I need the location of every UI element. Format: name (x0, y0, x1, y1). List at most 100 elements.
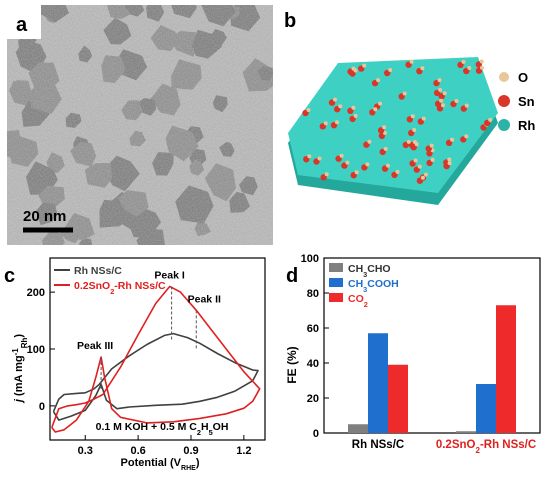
fe-legend-swatch (329, 263, 343, 272)
fe-y-tick-label: 20 (307, 393, 319, 405)
o-atom (306, 108, 311, 112)
fe-chart: d FE (%) 0 20 40 60 80 100 Rh NSs/C 0.2SnO2-Rh … (285, 253, 541, 455)
cv-ylabel-close: ) (13, 334, 25, 338)
o-atom (382, 125, 387, 130)
o-atom (388, 68, 393, 72)
cv-x-tick-label: 0.6 (130, 445, 145, 457)
cv-ylabel-j: j (13, 398, 25, 404)
cv-y-tick-label: 200 (27, 287, 45, 299)
fe-legend-label: CH3CHO (348, 263, 391, 279)
cv-y-tick-label: 100 (27, 344, 45, 356)
fe-legend-label: CH3COOH (348, 278, 399, 294)
atom-legend: O Sn Rh (498, 70, 535, 133)
o-atom (307, 154, 312, 159)
o-atom (323, 121, 328, 126)
o-atom (438, 87, 443, 92)
o-atom (402, 91, 407, 96)
o-atom (480, 65, 484, 70)
panel-c-letter: c (4, 265, 15, 287)
fe-category-label: Rh NSs/C (352, 439, 404, 451)
o-atom (373, 107, 378, 112)
o-atom (345, 160, 350, 165)
o-atom (338, 104, 343, 109)
cv-y-axis-label: j (mA mg-1Rh) (11, 334, 29, 404)
o-atom (335, 120, 339, 125)
cv-ylabel-sub: Rh (20, 338, 29, 349)
fe-bar (388, 364, 408, 433)
o-atom (354, 170, 359, 175)
fe-y-tick-label: 80 (307, 288, 319, 300)
fe-category-label: 0.2SnO2-Rh NSs/C (436, 439, 536, 455)
o-atom (441, 103, 445, 108)
o-atom (383, 146, 388, 151)
legend-rh-label: Rh (518, 118, 535, 133)
o-atom (410, 114, 415, 119)
surface-atoms (302, 59, 493, 184)
o-atom (386, 163, 390, 168)
fe-plot-frame (323, 257, 541, 434)
scale-bar-label: 20 nm (23, 208, 66, 225)
cv-y-tick-label: 0 (39, 401, 45, 413)
o-atom (351, 66, 356, 71)
o-atom (333, 97, 337, 102)
cv-series-line (51, 285, 261, 433)
o-atom (378, 101, 383, 106)
cv-x-axis-label: Potential (VRHE) (121, 457, 200, 472)
o-atom (324, 172, 329, 177)
o-atom (414, 142, 419, 147)
o-atom (339, 153, 344, 158)
tem-noise-overlay (7, 5, 273, 245)
o-atom (317, 156, 322, 161)
o-atom (447, 161, 452, 166)
fe-legend-swatch (329, 278, 343, 287)
fe-y-tick-label: 60 (307, 323, 319, 335)
fe-bar (456, 431, 476, 433)
o-atom (464, 103, 469, 108)
o-atom (450, 137, 455, 142)
fe-bar (348, 424, 368, 433)
cv-chart: c j (mA mg-1Rh) Potential (VRHE) 0 100 200… (4, 257, 266, 472)
panel-d-letter: d (286, 265, 298, 287)
o-atom (362, 63, 367, 68)
o-atom (424, 172, 428, 177)
fe-y-tick-label: 0 (313, 428, 319, 440)
cv-peak-label: Peak III (77, 340, 113, 352)
o-atom (442, 91, 447, 96)
legend-rh-icon (498, 119, 510, 131)
o-atom (365, 162, 370, 167)
o-atom (420, 175, 425, 180)
atomic-model-panel: b O Sn Rh (278, 5, 548, 245)
o-atom (409, 59, 414, 64)
o-atom (488, 117, 493, 122)
o-atom (417, 164, 422, 169)
legend-sn-icon (498, 95, 510, 107)
o-atom (447, 157, 452, 162)
cv-x-tick-label: 1.2 (236, 445, 251, 457)
fe-y-tick-label: 40 (307, 358, 319, 370)
tem-micrograph: a 20 nm (7, 5, 273, 245)
o-atom (461, 59, 466, 64)
o-atom (454, 99, 459, 103)
panel-a-letter: a (16, 14, 28, 36)
cv-peak-label: Peak I (154, 269, 184, 281)
o-atom (420, 66, 425, 71)
legend-sn-label: Sn (518, 94, 535, 109)
o-atom (437, 78, 442, 83)
o-atom (412, 128, 417, 132)
o-atom (382, 130, 387, 135)
o-atom (421, 116, 426, 121)
panel-b-letter: b (284, 10, 296, 32)
o-atom (467, 66, 472, 70)
cv-xlabel-sub: RHE (181, 465, 196, 472)
cv-chart-panel: c j (mA mg-1Rh) Potential (VRHE) 0 100 200… (0, 250, 275, 473)
cv-xlabel-main: Potential (V (121, 457, 182, 469)
cv-x-tick-label: 0.9 (183, 445, 198, 457)
o-atom (413, 158, 418, 163)
o-atom (429, 143, 434, 148)
fe-legend-swatch (329, 293, 343, 302)
o-atom (406, 139, 411, 144)
panel-a-label-box (7, 5, 41, 39)
o-atom (439, 98, 444, 103)
o-atom (367, 139, 372, 144)
o-atom (351, 105, 356, 110)
